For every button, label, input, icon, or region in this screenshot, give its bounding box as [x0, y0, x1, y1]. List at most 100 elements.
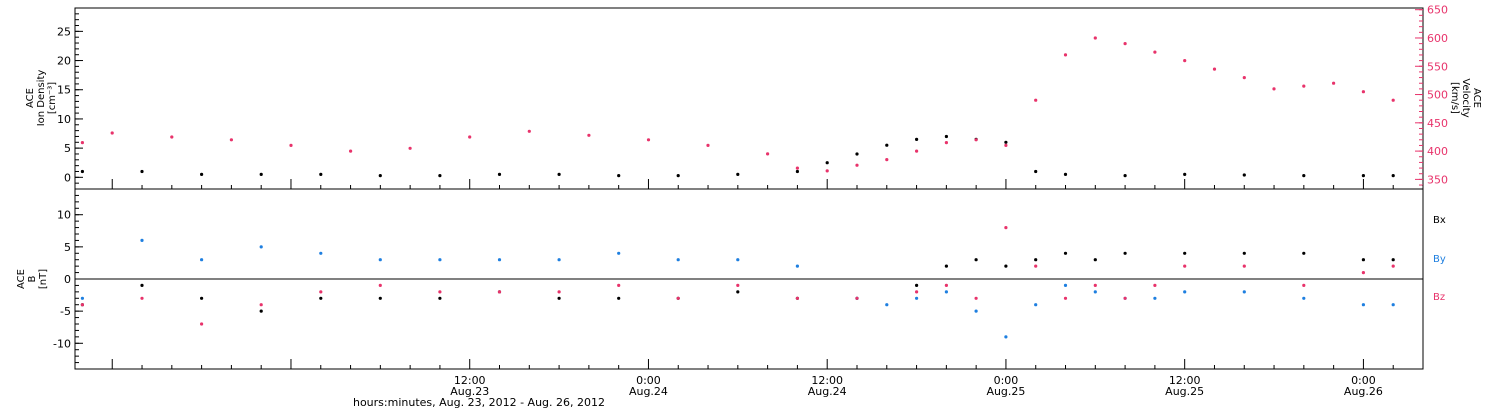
legend-by: By — [1433, 254, 1446, 265]
x-tick-date: Aug.25 — [1165, 385, 1204, 398]
point-bz — [200, 322, 204, 326]
point-by — [378, 258, 382, 262]
point-bz — [1063, 296, 1068, 300]
point-velocity — [1212, 67, 1217, 71]
point-by — [1063, 283, 1068, 287]
point-velocity — [1153, 50, 1157, 54]
point-bx — [259, 309, 263, 313]
density-axis-label-2: Ion Density — [36, 70, 47, 127]
point-velocity — [1242, 76, 1246, 80]
x-tick-date: Aug.24 — [629, 385, 668, 398]
point-bz — [80, 303, 84, 307]
point-by — [259, 245, 263, 249]
density-axis: 0 5 10 15 20 25 — [57, 13, 83, 184]
point-velocity — [80, 141, 84, 145]
point-by — [1242, 290, 1246, 294]
point-ion-density — [855, 152, 859, 156]
b-tick-label: 5 — [64, 241, 71, 254]
point-by — [1153, 296, 1157, 300]
point-by — [497, 258, 502, 262]
point-bx — [1004, 264, 1008, 268]
point-ion-density — [1361, 174, 1365, 178]
velocity-axis-label-1: ACE — [1471, 88, 1482, 108]
density-tick-label: 25 — [57, 25, 71, 38]
point-by — [736, 258, 740, 262]
point-bx — [1034, 258, 1038, 262]
point-bz — [1391, 264, 1395, 268]
point-bx — [1183, 251, 1187, 255]
point-velocity — [229, 138, 233, 142]
point-by — [1361, 303, 1365, 307]
point-ion-density — [915, 137, 919, 141]
point-ion-density — [319, 172, 323, 176]
b-axis-label-3: [nT] — [38, 269, 49, 289]
top-data-points — [80, 36, 1395, 178]
velocity-axis-label-2: Velocity — [1460, 78, 1471, 117]
point-bz — [140, 296, 144, 300]
density-tick-label: 0 — [64, 171, 71, 184]
point-bz — [557, 290, 561, 294]
point-ion-density — [676, 174, 680, 178]
velocity-tick-label: 550 — [1427, 60, 1448, 73]
density-tick-label: 15 — [57, 84, 71, 97]
point-bx — [1361, 258, 1365, 262]
point-bx — [1391, 258, 1395, 262]
point-ion-density — [1242, 173, 1246, 177]
point-ion-density — [438, 174, 442, 178]
point-bz — [319, 290, 323, 294]
point-bx — [140, 283, 144, 287]
b-tick-label: -5 — [60, 305, 71, 318]
x-tick-date: Aug.25 — [986, 385, 1025, 398]
top-panel-frame — [74, 7, 1424, 190]
point-bz — [1034, 264, 1038, 268]
point-ion-density — [944, 134, 949, 139]
point-velocity — [855, 163, 859, 167]
point-ion-density — [1302, 174, 1306, 178]
x-tick-date: Aug.23 — [450, 385, 489, 398]
point-ion-density — [1004, 140, 1008, 144]
b-field-data-points — [80, 226, 1395, 339]
point-velocity — [885, 158, 889, 162]
b-tick-label: 10 — [57, 209, 71, 222]
point-velocity — [349, 149, 353, 153]
point-bx — [617, 296, 621, 300]
velocity-tick-label: 400 — [1427, 145, 1448, 158]
density-axis-label-3: [cm⁻³] — [47, 82, 58, 114]
point-ion-density — [617, 174, 621, 178]
point-velocity — [944, 141, 949, 145]
point-ion-density — [259, 172, 263, 176]
point-ion-density — [1034, 169, 1038, 174]
point-ion-density — [378, 174, 382, 178]
point-velocity — [587, 133, 591, 137]
point-bz — [497, 290, 502, 294]
legend-bz: Bz — [1433, 292, 1445, 303]
point-ion-density — [1123, 174, 1127, 178]
point-bx — [319, 296, 323, 300]
x-tick-label: 0:00 — [1351, 374, 1376, 387]
legend-bx: Bx — [1433, 215, 1446, 226]
top-x-axis-ticks — [111, 179, 1424, 189]
point-velocity — [408, 146, 412, 150]
point-ion-density — [736, 172, 740, 176]
point-velocity — [110, 131, 114, 135]
point-ion-density — [825, 161, 829, 165]
point-bx — [438, 296, 442, 300]
point-bz — [1153, 283, 1157, 287]
point-velocity — [170, 135, 174, 139]
point-by — [1183, 290, 1187, 294]
x-tick-label: 0:00 — [994, 374, 1019, 387]
bottom-x-axis-ticks — [111, 359, 1424, 369]
x-tick-label: 12:00 — [454, 374, 486, 387]
point-velocity — [468, 135, 472, 139]
point-by — [974, 309, 978, 313]
point-bz — [676, 296, 680, 300]
point-ion-density — [795, 169, 800, 174]
point-bz — [974, 296, 978, 300]
point-velocity — [1302, 84, 1306, 88]
point-bz — [944, 283, 949, 287]
velocity-tick-label: 450 — [1427, 117, 1448, 130]
point-bx — [1063, 251, 1068, 255]
point-bz — [855, 296, 859, 300]
point-velocity — [646, 138, 651, 142]
point-bx — [378, 296, 382, 300]
